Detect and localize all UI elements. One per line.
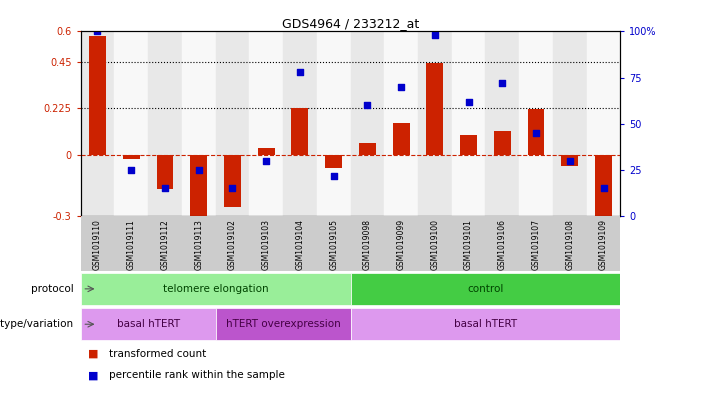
Point <box>497 80 508 86</box>
Text: GSM1019110: GSM1019110 <box>93 219 102 270</box>
Bar <box>494 131 511 154</box>
Bar <box>81 273 350 305</box>
Bar <box>216 216 250 271</box>
Bar <box>114 31 148 216</box>
Bar <box>519 31 553 216</box>
Text: GSM1019108: GSM1019108 <box>565 219 574 270</box>
Point <box>261 158 272 164</box>
Text: GSM1019103: GSM1019103 <box>261 219 271 270</box>
Bar <box>350 31 384 216</box>
Text: GSM1019101: GSM1019101 <box>464 219 473 270</box>
Point <box>362 102 373 108</box>
Text: ■: ■ <box>88 349 98 359</box>
Point <box>531 130 542 136</box>
Text: GSM1019113: GSM1019113 <box>194 219 203 270</box>
Bar <box>148 31 182 216</box>
Bar <box>325 154 342 168</box>
Text: transformed count: transformed count <box>109 349 206 359</box>
Text: ■: ■ <box>88 370 98 380</box>
Point <box>159 185 170 192</box>
Bar <box>451 216 485 271</box>
Bar <box>426 63 443 154</box>
Point <box>429 32 440 38</box>
Text: genotype/variation: genotype/variation <box>0 319 74 329</box>
Text: GSM1019111: GSM1019111 <box>127 219 136 270</box>
Bar <box>156 154 173 189</box>
Text: GSM1019100: GSM1019100 <box>430 219 440 270</box>
Bar <box>451 31 485 216</box>
Point <box>125 167 137 173</box>
Text: hTERT overexpression: hTERT overexpression <box>226 319 341 329</box>
Bar <box>89 35 106 154</box>
Bar <box>216 308 350 340</box>
Bar <box>359 143 376 154</box>
Text: GSM1019107: GSM1019107 <box>531 219 540 270</box>
Bar <box>595 154 612 220</box>
Text: GSM1019102: GSM1019102 <box>228 219 237 270</box>
Bar <box>317 216 350 271</box>
Point <box>395 84 407 90</box>
Title: GDS4964 / 233212_at: GDS4964 / 233212_at <box>282 17 419 30</box>
Text: percentile rank within the sample: percentile rank within the sample <box>109 370 285 380</box>
Bar <box>350 308 620 340</box>
Text: GSM1019109: GSM1019109 <box>599 219 608 270</box>
Bar <box>283 31 317 216</box>
Point <box>598 185 609 192</box>
Bar <box>283 216 317 271</box>
Text: GSM1019112: GSM1019112 <box>161 219 170 270</box>
Bar <box>292 108 308 154</box>
Bar <box>519 216 553 271</box>
Bar <box>350 216 384 271</box>
Bar <box>553 216 587 271</box>
Bar <box>384 31 418 216</box>
Bar <box>148 216 182 271</box>
Bar <box>114 216 148 271</box>
Bar <box>250 216 283 271</box>
Bar <box>418 31 451 216</box>
Text: basal hTERT: basal hTERT <box>454 319 517 329</box>
Bar <box>418 216 451 271</box>
Bar <box>224 154 241 207</box>
Point <box>92 28 103 35</box>
Text: control: control <box>468 284 503 294</box>
Bar <box>393 123 409 154</box>
Bar <box>216 31 250 216</box>
Text: protocol: protocol <box>31 284 74 294</box>
Bar <box>258 149 275 154</box>
Text: telomere elongation: telomere elongation <box>163 284 268 294</box>
Bar <box>350 273 620 305</box>
Point <box>193 167 204 173</box>
Bar <box>81 308 216 340</box>
Bar <box>460 135 477 154</box>
Bar <box>182 31 216 216</box>
Text: GSM1019099: GSM1019099 <box>397 219 406 270</box>
Bar <box>81 216 114 271</box>
Text: GSM1019106: GSM1019106 <box>498 219 507 270</box>
Bar <box>587 31 620 216</box>
Text: GSM1019105: GSM1019105 <box>329 219 338 270</box>
Bar <box>81 31 114 216</box>
Bar <box>190 154 207 217</box>
Bar <box>562 154 578 166</box>
Text: GSM1019104: GSM1019104 <box>295 219 304 270</box>
Bar <box>123 154 139 159</box>
Point <box>564 158 576 164</box>
Bar <box>250 31 283 216</box>
Bar <box>485 216 519 271</box>
Bar <box>528 109 545 154</box>
Point <box>463 99 474 105</box>
Bar <box>182 216 216 271</box>
Bar <box>384 216 418 271</box>
Bar <box>317 31 350 216</box>
Point <box>294 69 306 75</box>
Point <box>328 173 339 179</box>
Bar <box>485 31 519 216</box>
Text: basal hTERT: basal hTERT <box>116 319 179 329</box>
Bar <box>553 31 587 216</box>
Bar <box>587 216 620 271</box>
Text: GSM1019098: GSM1019098 <box>363 219 372 270</box>
Point <box>227 185 238 192</box>
